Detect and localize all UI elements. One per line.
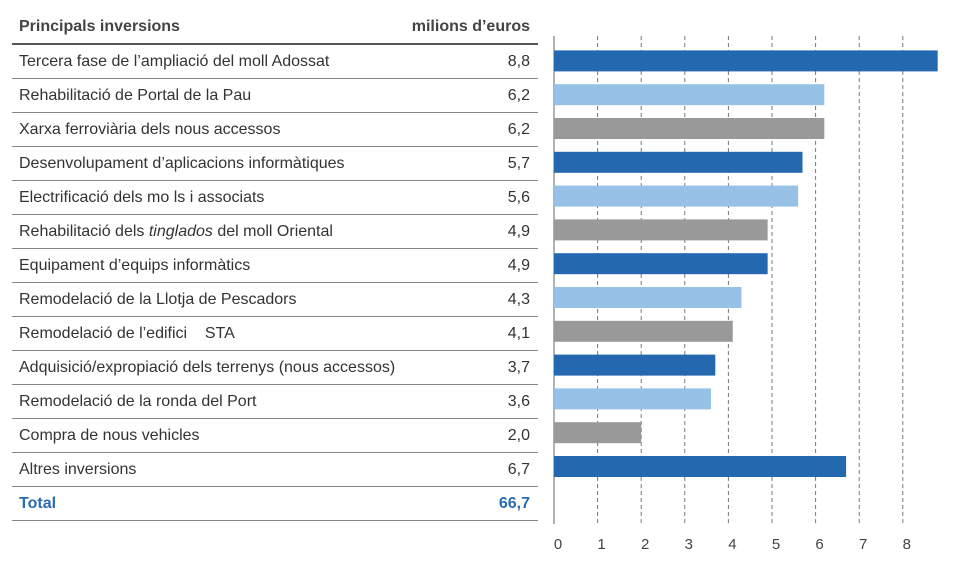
row-label: Rehabilitació dels tinglados del moll Or… bbox=[12, 223, 333, 241]
row-label: Equipament d’equips informàtics bbox=[19, 256, 251, 274]
x-tick-label: 8 bbox=[903, 536, 911, 553]
table-row: Compra de nous vehicles 2,0 bbox=[12, 419, 538, 453]
header-unit: milions d’euros bbox=[411, 17, 530, 35]
table-row: Altres inversions 6,7 bbox=[12, 453, 538, 487]
row-label: Desenvolupament d’aplicacions informàtiq… bbox=[19, 154, 345, 172]
table-row: Equipament d’equips informàtics 4,9 bbox=[12, 249, 538, 283]
bar bbox=[554, 118, 825, 139]
bar bbox=[554, 84, 825, 106]
bar bbox=[554, 456, 847, 477]
table-row: Adquisició/expropiació dels terrenys (no… bbox=[12, 351, 538, 385]
row-label: Xarxa ferroviària dels nous accessos bbox=[19, 120, 281, 138]
bar bbox=[554, 253, 768, 275]
row-value: 6,2 bbox=[507, 86, 530, 104]
x-tick-label: 2 bbox=[641, 536, 649, 553]
table-row: Remodelació de la ronda del Port 3,6 bbox=[12, 385, 538, 419]
bar bbox=[554, 219, 768, 241]
table-row: Rehabilitació dels tinglados del moll Or… bbox=[12, 215, 538, 249]
x-tick-label: 1 bbox=[597, 536, 605, 553]
bar bbox=[554, 422, 642, 444]
row-label: Remodelació de la ronda del Port bbox=[19, 392, 257, 410]
bar bbox=[554, 388, 711, 410]
chart-bars bbox=[554, 50, 938, 477]
row-value: 4,3 bbox=[507, 290, 530, 308]
table-row: Xarxa ferroviària dels nous accessos 6,2 bbox=[12, 113, 538, 147]
chart-grid bbox=[553, 36, 904, 524]
bar bbox=[554, 50, 938, 72]
row-label-emphasis: tinglados bbox=[148, 222, 213, 240]
chart-x-ticks: 0 1 2 3 4 5 6 7 8 bbox=[554, 536, 911, 553]
table-row: Electrificació dels mo ls i associats 5,6 bbox=[12, 181, 538, 215]
table-row: Desenvolupament d’aplicacions informàtiq… bbox=[12, 147, 538, 181]
bar bbox=[554, 151, 803, 173]
x-tick-label: 7 bbox=[859, 536, 867, 553]
row-label: Rehabilitació de Portal de la Pau bbox=[19, 86, 252, 104]
x-tick-label: 4 bbox=[728, 536, 736, 553]
row-value: 6,7 bbox=[507, 460, 530, 478]
total-row: Total 66,7 bbox=[12, 487, 538, 521]
bar bbox=[554, 354, 716, 376]
row-label: Altres inversions bbox=[19, 460, 137, 478]
x-tick-label: 3 bbox=[685, 536, 693, 553]
bar bbox=[554, 287, 742, 308]
row-label: Compra de nous vehicles bbox=[19, 426, 200, 444]
x-tick-label: 0 bbox=[554, 536, 562, 553]
total-value: 66,7 bbox=[498, 494, 530, 512]
row-value: 4,9 bbox=[507, 256, 530, 274]
table-row: Remodelació de l’edifici STA 4,1 bbox=[12, 317, 538, 351]
row-label-pre: Rehabilitació dels bbox=[19, 222, 149, 240]
row-value: 4,1 bbox=[507, 324, 530, 342]
row-label: Remodelació de la Llotja de Pescadors bbox=[19, 290, 297, 308]
table-row: Remodelació de la Llotja de Pescadors 4,3 bbox=[12, 283, 538, 317]
bar bbox=[554, 320, 733, 342]
table-header: Principals inversions milions d’euros bbox=[12, 10, 538, 45]
row-label: Tercera fase de l’ampliació del moll Ado… bbox=[19, 52, 330, 70]
table-row: Tercera fase de l’ampliació del moll Ado… bbox=[12, 45, 538, 79]
bar bbox=[554, 185, 799, 207]
row-value: 6,2 bbox=[507, 120, 530, 138]
row-label: Remodelació de l’edifici STA bbox=[19, 324, 235, 342]
total-label: Total bbox=[19, 494, 57, 512]
row-label: Electrificació dels mo ls i associats bbox=[19, 188, 265, 206]
row-value: 4,9 bbox=[507, 222, 530, 240]
row-label-post: del moll Oriental bbox=[212, 222, 333, 240]
row-value: 3,6 bbox=[507, 392, 530, 410]
row-label: Adquisició/expropiació dels terrenys (no… bbox=[19, 358, 396, 376]
row-value: 5,6 bbox=[507, 188, 530, 206]
x-tick-label: 5 bbox=[772, 536, 780, 553]
investments-table: Principals inversions milions d’euros Te… bbox=[12, 10, 538, 521]
row-value: 3,7 bbox=[507, 358, 530, 376]
row-value: 2,0 bbox=[507, 426, 530, 444]
row-value: 5,7 bbox=[507, 154, 530, 172]
header-label: Principals inversions bbox=[19, 17, 180, 35]
table-row: Rehabilitació de Portal de la Pau 6,2 bbox=[12, 79, 538, 113]
x-tick-label: 6 bbox=[815, 536, 823, 553]
row-value: 8,8 bbox=[507, 52, 530, 70]
